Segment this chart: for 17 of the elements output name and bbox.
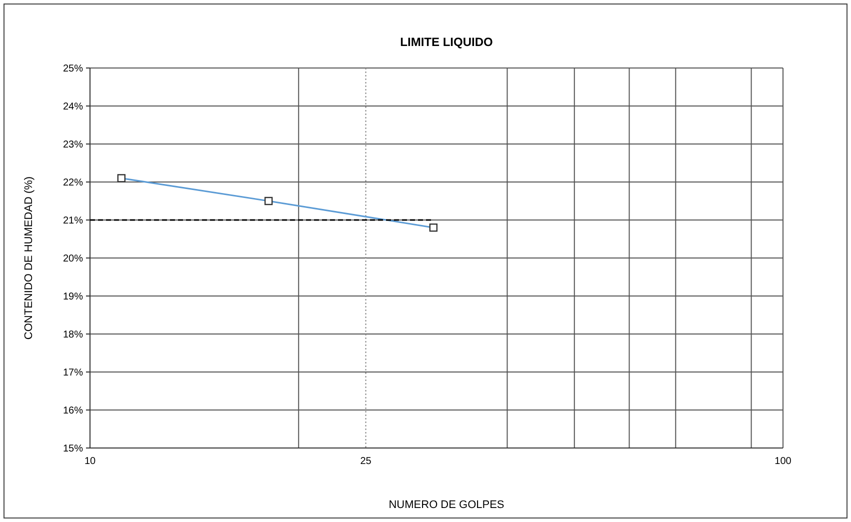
x-tick-label: 10: [84, 456, 96, 467]
y-axis-title: CONTENIDO DE HUMEDAD (%): [23, 176, 35, 340]
y-tick-label: 21%: [62, 216, 84, 226]
y-tick-label: 17%: [62, 368, 84, 378]
y-tick-label: 15%: [62, 444, 84, 454]
x-tick-label: 25: [360, 456, 372, 467]
y-tick-label: 19%: [62, 292, 84, 302]
y-tick-label: 20%: [62, 254, 84, 264]
x-axis-title: NUMERO DE GOLPES: [388, 499, 504, 511]
chart-title: LIMITE LIQUIDO: [400, 35, 493, 49]
x-tick-label: 100: [774, 456, 792, 467]
y-tick-label: 22%: [62, 178, 84, 188]
y-tick-label: 25%: [62, 64, 84, 74]
y-tick-label: 24%: [62, 102, 84, 112]
y-tick-label: 23%: [62, 140, 84, 150]
y-tick-label: 16%: [62, 406, 84, 416]
y-tick-label: 18%: [62, 330, 84, 340]
